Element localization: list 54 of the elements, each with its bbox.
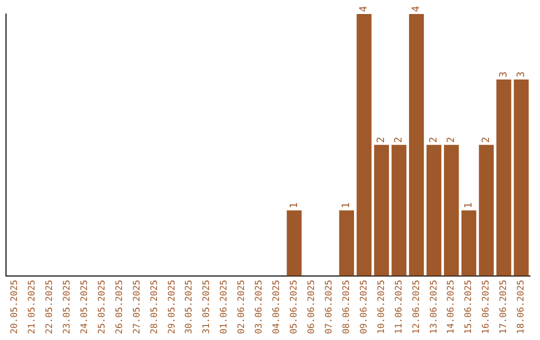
x-tick-label: 26.05.2025	[114, 280, 125, 334]
x-tick-label: 21.05.2025	[28, 280, 38, 334]
data-label: 4	[411, 6, 422, 12]
x-tick-label: 31.05.2025	[202, 280, 212, 334]
data-label: 2	[428, 136, 440, 143]
x-tick-label: 11.06.2025	[394, 280, 404, 334]
x-tick-label: 16.06.2025	[482, 280, 492, 334]
x-tick-label: 09.06.2025	[359, 280, 370, 334]
x-tick-label: 14.06.2025	[446, 280, 457, 334]
data-label: 1	[288, 202, 300, 208]
bar	[461, 210, 476, 276]
x-tick-label: 22.05.2025	[45, 280, 56, 334]
x-tick-label: 27.05.2025	[132, 280, 142, 334]
bar	[356, 14, 372, 276]
data-label: 2	[480, 136, 492, 143]
x-tick-label: 06.06.2025	[307, 280, 318, 334]
x-tick-label: 07.06.2025	[324, 280, 334, 334]
bar	[444, 144, 459, 276]
x-tick-label: 24.05.2025	[80, 280, 90, 334]
data-label: 4	[358, 6, 370, 12]
x-tick-label: 15.06.2025	[464, 280, 474, 334]
data-label: 1	[341, 202, 352, 208]
x-tick-label: 04.06.2025	[272, 280, 282, 334]
bar	[496, 79, 512, 276]
x-tick-label: 25.05.2025	[97, 280, 108, 334]
x-tick-label: 03.06.2025	[254, 280, 265, 334]
bar	[339, 210, 354, 276]
x-tick-label: 17.06.2025	[499, 280, 510, 334]
x-tick-label: 12.06.2025	[412, 280, 422, 334]
data-label: 1	[463, 202, 474, 208]
x-tick-label: 02.06.2025	[237, 280, 248, 334]
x-tick-label: 23.05.2025	[62, 280, 72, 334]
x-tick-label: 20.05.2025	[10, 280, 20, 334]
x-tick-label: 13.06.2025	[429, 280, 440, 334]
bar	[392, 144, 406, 276]
x-tick-label: 08.06.2025	[342, 280, 352, 334]
data-label: 2	[394, 136, 405, 143]
bar	[514, 79, 529, 276]
x-tick-label: 30.05.2025	[184, 280, 195, 334]
data-label: 2	[446, 136, 457, 143]
data-label: 3	[516, 71, 527, 78]
x-tick-label: 01.06.2025	[220, 280, 230, 334]
x-tick-label: 18.06.2025	[516, 280, 527, 334]
bar	[426, 144, 442, 276]
x-tick-label: 10.06.2025	[376, 280, 387, 334]
x-tick-label: 29.05.2025	[167, 280, 178, 334]
bar	[409, 14, 424, 276]
x-tick-label: 28.05.2025	[150, 280, 160, 334]
data-label: 3	[498, 71, 510, 78]
data-label: 2	[376, 136, 388, 143]
bar	[478, 144, 494, 276]
x-tick-label: 05.06.2025	[290, 280, 300, 334]
bar	[374, 144, 389, 276]
bar	[286, 210, 302, 276]
